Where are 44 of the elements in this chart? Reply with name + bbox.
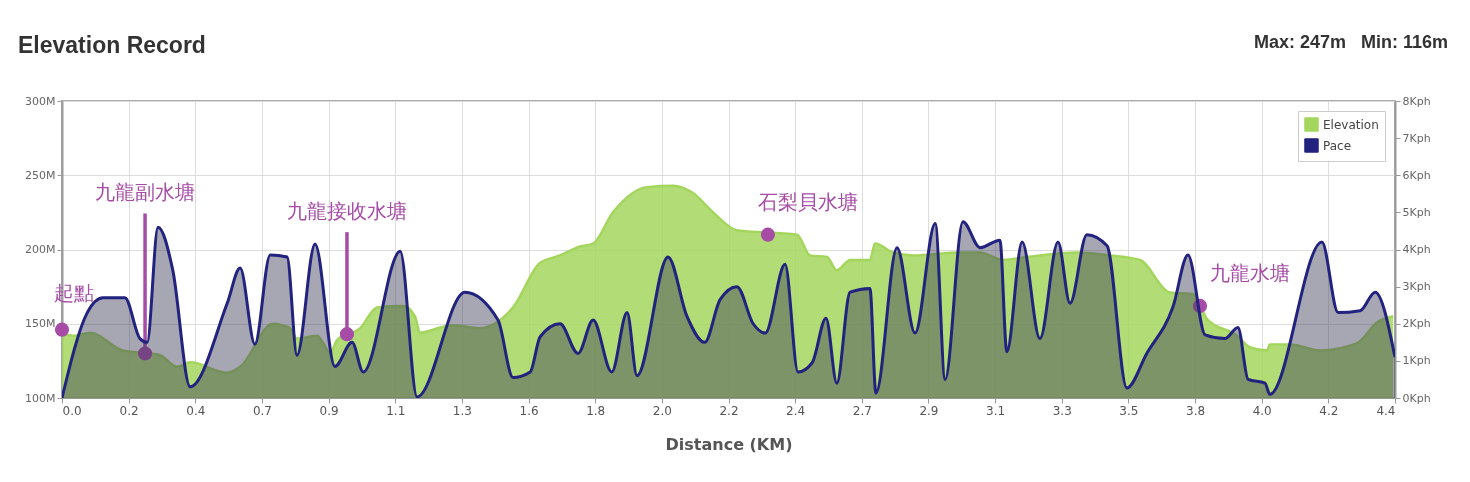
legend-label: Pace xyxy=(1323,138,1352,153)
y-tick-label: 150M xyxy=(25,317,56,331)
x-tick-label: 3.5 xyxy=(1119,403,1139,418)
annotation: 九龍接收水塘 xyxy=(286,199,407,224)
x-tick-label: 0.7 xyxy=(252,403,272,418)
x-tick-label: 0.2 xyxy=(119,403,139,418)
x-tick-label: 2.4 xyxy=(786,403,806,418)
y2-tick-label: 6Kph xyxy=(1402,168,1431,182)
y-tick-label: 100M xyxy=(25,391,56,405)
x-tick-label: 2.7 xyxy=(852,403,872,418)
x-tick-label: 3.1 xyxy=(986,403,1006,418)
x-tick-label: 4.4 xyxy=(1376,403,1396,418)
y2-tick-label: 1Kph xyxy=(1402,354,1431,368)
y2-tick-label: 4Kph xyxy=(1402,243,1431,256)
annotation: 九龍副水塘 xyxy=(95,180,196,205)
y2-tick-label: 2Kph xyxy=(1402,317,1431,331)
x-tick-label: 0.0 xyxy=(62,403,82,418)
x-axis-title: Distance (KM) xyxy=(665,434,793,454)
x-tick-label: 2.2 xyxy=(719,403,739,418)
x-tick-label: 0.4 xyxy=(186,403,206,418)
x-tick-label: 2.9 xyxy=(919,403,939,418)
y2-tick-label: 0Kph xyxy=(1402,391,1431,405)
x-tick-label: 0.9 xyxy=(319,403,339,418)
x-tick-label: 4.0 xyxy=(1252,403,1272,418)
y2-tick-label: 7Kph xyxy=(1402,131,1431,145)
x-tick-label: 3.3 xyxy=(1052,403,1072,418)
y2-tick-label: 5Kph xyxy=(1402,205,1431,219)
y2-tick-label: 8Kph xyxy=(1402,94,1431,108)
x-tick-label: 4.2 xyxy=(1319,403,1339,418)
x-tick-label: 3.8 xyxy=(1186,403,1206,418)
x-tick-label: 1.6 xyxy=(519,403,539,418)
y-tick-label: 250M xyxy=(25,168,56,182)
chart-title: Elevation Record xyxy=(18,32,206,59)
x-tick-label: 2.0 xyxy=(652,403,672,418)
text: Max: 247m Min: 116m xyxy=(1253,32,1448,53)
annotation: 石梨貝水塘 xyxy=(757,189,858,214)
x-tick-label: 1.1 xyxy=(386,403,406,418)
x-tick-label: 1.3 xyxy=(452,403,472,418)
legend-label: Elevation xyxy=(1323,117,1379,132)
y-tick-label: 200M xyxy=(25,243,56,256)
y2-tick-label: 3Kph xyxy=(1402,280,1431,294)
annotation: 九龍水塘 xyxy=(1210,260,1291,285)
y-tick-label: 300M xyxy=(25,94,56,108)
x-tick-label: 1.8 xyxy=(586,403,606,418)
